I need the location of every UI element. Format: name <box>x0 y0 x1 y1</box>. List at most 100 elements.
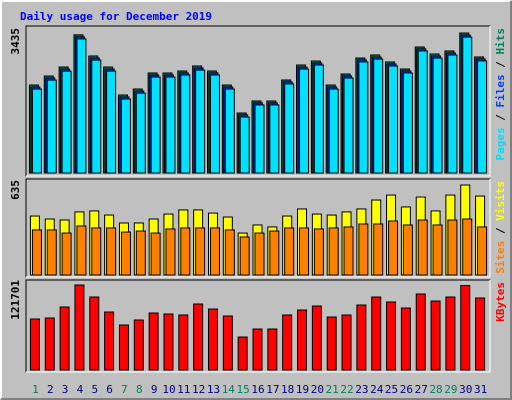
bar <box>106 227 117 276</box>
bar <box>269 104 280 174</box>
bar <box>447 219 458 276</box>
legend-separator: / <box>494 55 507 75</box>
x-tick-label: 11 <box>177 383 190 396</box>
bar <box>74 284 85 371</box>
bar <box>46 79 57 174</box>
bar <box>29 318 40 371</box>
bar <box>432 57 443 174</box>
x-tick-label: 30 <box>459 383 472 396</box>
x-tick-label: 6 <box>106 383 113 396</box>
bar <box>44 317 55 371</box>
bar <box>356 304 367 371</box>
bar <box>326 316 337 371</box>
bar <box>373 58 384 174</box>
bar <box>417 50 428 174</box>
bar <box>462 36 473 174</box>
bar <box>222 315 233 371</box>
legend-entry: KBytes <box>494 282 507 322</box>
bar <box>328 227 339 276</box>
x-tick-label: 5 <box>91 383 98 396</box>
x-tick-label: 25 <box>385 383 398 396</box>
bar <box>313 228 324 276</box>
bar <box>477 226 488 276</box>
bar <box>76 225 87 276</box>
bar <box>475 297 486 371</box>
legend: Sites / Visits <box>494 181 507 274</box>
x-tick-label: 18 <box>281 383 294 396</box>
y-tick-label: 121701 <box>9 280 22 320</box>
legend: KBytes <box>494 282 507 322</box>
bar <box>417 219 428 276</box>
bar <box>343 77 354 174</box>
legend-entry: Pages <box>494 127 507 160</box>
bar <box>165 228 176 276</box>
x-tick-label: 8 <box>136 383 143 396</box>
x-tick-label: 29 <box>444 383 457 396</box>
legend-entry: Sites <box>494 241 507 274</box>
x-tick-label: 28 <box>429 383 442 396</box>
bar <box>104 311 115 371</box>
bar <box>282 314 293 371</box>
x-tick-label: 17 <box>266 383 279 396</box>
bar <box>477 60 488 174</box>
bar <box>445 296 456 371</box>
bar <box>150 76 161 174</box>
legend-separator: / <box>494 108 507 128</box>
bar <box>224 229 235 276</box>
bar <box>386 301 397 371</box>
x-tick-label: 31 <box>474 383 487 396</box>
panel-bevel <box>26 280 491 373</box>
x-tick-label: 16 <box>251 383 264 396</box>
bar <box>430 300 441 371</box>
x-tick-label: 24 <box>370 383 384 396</box>
bar <box>299 68 310 174</box>
bar <box>373 223 384 276</box>
x-tick-label: 10 <box>162 383 175 396</box>
bar <box>328 88 339 174</box>
bar <box>135 92 146 174</box>
bar <box>358 61 369 174</box>
bar <box>165 76 176 174</box>
bar <box>135 230 146 276</box>
bar <box>237 336 248 371</box>
bar <box>91 59 102 174</box>
x-tick-label: 13 <box>207 383 220 396</box>
y-tick-label: 3435 <box>9 28 22 55</box>
bar <box>341 314 352 371</box>
bar <box>178 314 189 371</box>
bar <box>388 65 399 174</box>
bar <box>313 64 324 174</box>
panel-bevel <box>26 179 491 278</box>
bar <box>91 227 102 276</box>
bar <box>180 74 191 174</box>
bar <box>299 227 310 276</box>
bar <box>252 328 263 371</box>
bar <box>388 220 399 276</box>
bar <box>193 303 204 371</box>
bar <box>432 224 443 276</box>
x-tick-label: 19 <box>296 383 309 396</box>
x-tick-label: 7 <box>121 383 128 396</box>
bar <box>462 218 473 276</box>
x-tick-label: 22 <box>340 383 353 396</box>
x-tick-label: 20 <box>311 383 324 396</box>
bar <box>402 224 413 276</box>
bar <box>284 227 295 276</box>
legend: Pages / Files / Hits <box>494 28 507 161</box>
chart-title: Daily usage for December 2019 <box>20 10 212 23</box>
x-tick-label: 3 <box>62 383 69 396</box>
bar <box>297 309 308 371</box>
bar <box>89 296 100 371</box>
bar <box>254 232 265 276</box>
bar <box>254 104 265 174</box>
bar <box>224 88 235 174</box>
bar <box>460 284 471 371</box>
bar <box>163 313 174 371</box>
bar <box>195 227 206 276</box>
panel-bevel <box>26 26 491 177</box>
bar <box>209 74 220 174</box>
x-tick-label: 27 <box>415 383 428 396</box>
bar <box>46 229 57 276</box>
bar <box>61 232 72 276</box>
